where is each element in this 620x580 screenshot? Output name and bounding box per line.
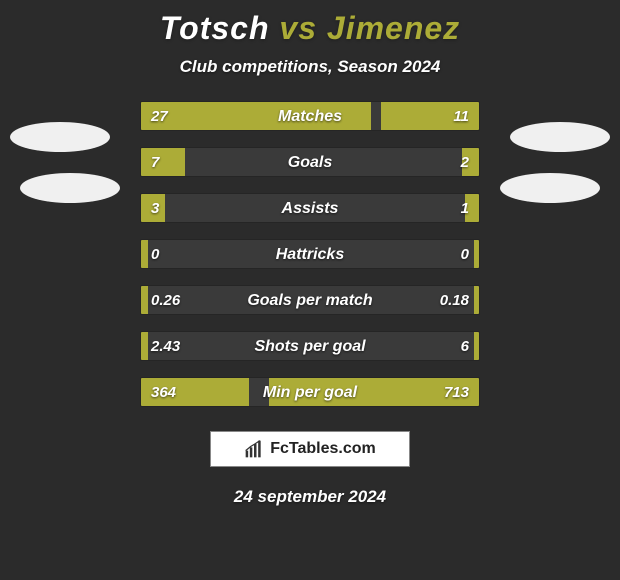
source-text: FcTables.com: [270, 440, 376, 458]
date: 24 september 2024: [0, 487, 620, 507]
chart-icon: [244, 439, 264, 459]
comparison-infographic: Totsch vs Jimenez Club competitions, Sea…: [0, 0, 620, 580]
stat-row: 2.436Shots per goal: [140, 331, 480, 361]
stat-row: 31Assists: [140, 193, 480, 223]
stat-label: Goals per match: [141, 286, 479, 315]
stat-label: Matches: [141, 102, 479, 131]
stat-row: 0.260.18Goals per match: [140, 285, 480, 315]
team-badge-right-2: [500, 173, 600, 203]
stat-row: 72Goals: [140, 147, 480, 177]
stat-label: Min per goal: [141, 378, 479, 407]
stat-row: 2711Matches: [140, 101, 480, 131]
stat-label: Assists: [141, 194, 479, 223]
player2-name: Jimenez: [327, 10, 460, 46]
vs-separator: vs: [279, 10, 317, 46]
stat-rows: 2711Matches 72Goals 31Assists 00Hattricks 0.…: [140, 101, 480, 407]
subtitle: Club competitions, Season 2024: [0, 57, 620, 77]
team-badge-left-2: [20, 173, 120, 203]
stat-label: Shots per goal: [141, 332, 479, 361]
stat-row: 364713Min per goal: [140, 377, 480, 407]
stat-label: Hattricks: [141, 240, 479, 269]
player1-name: Totsch: [160, 10, 270, 46]
title: Totsch vs Jimenez: [0, 10, 620, 47]
team-badge-right-1: [510, 122, 610, 152]
source-badge: FcTables.com: [210, 431, 410, 467]
team-badge-left-1: [10, 122, 110, 152]
stat-row: 00Hattricks: [140, 239, 480, 269]
stat-label: Goals: [141, 148, 479, 177]
